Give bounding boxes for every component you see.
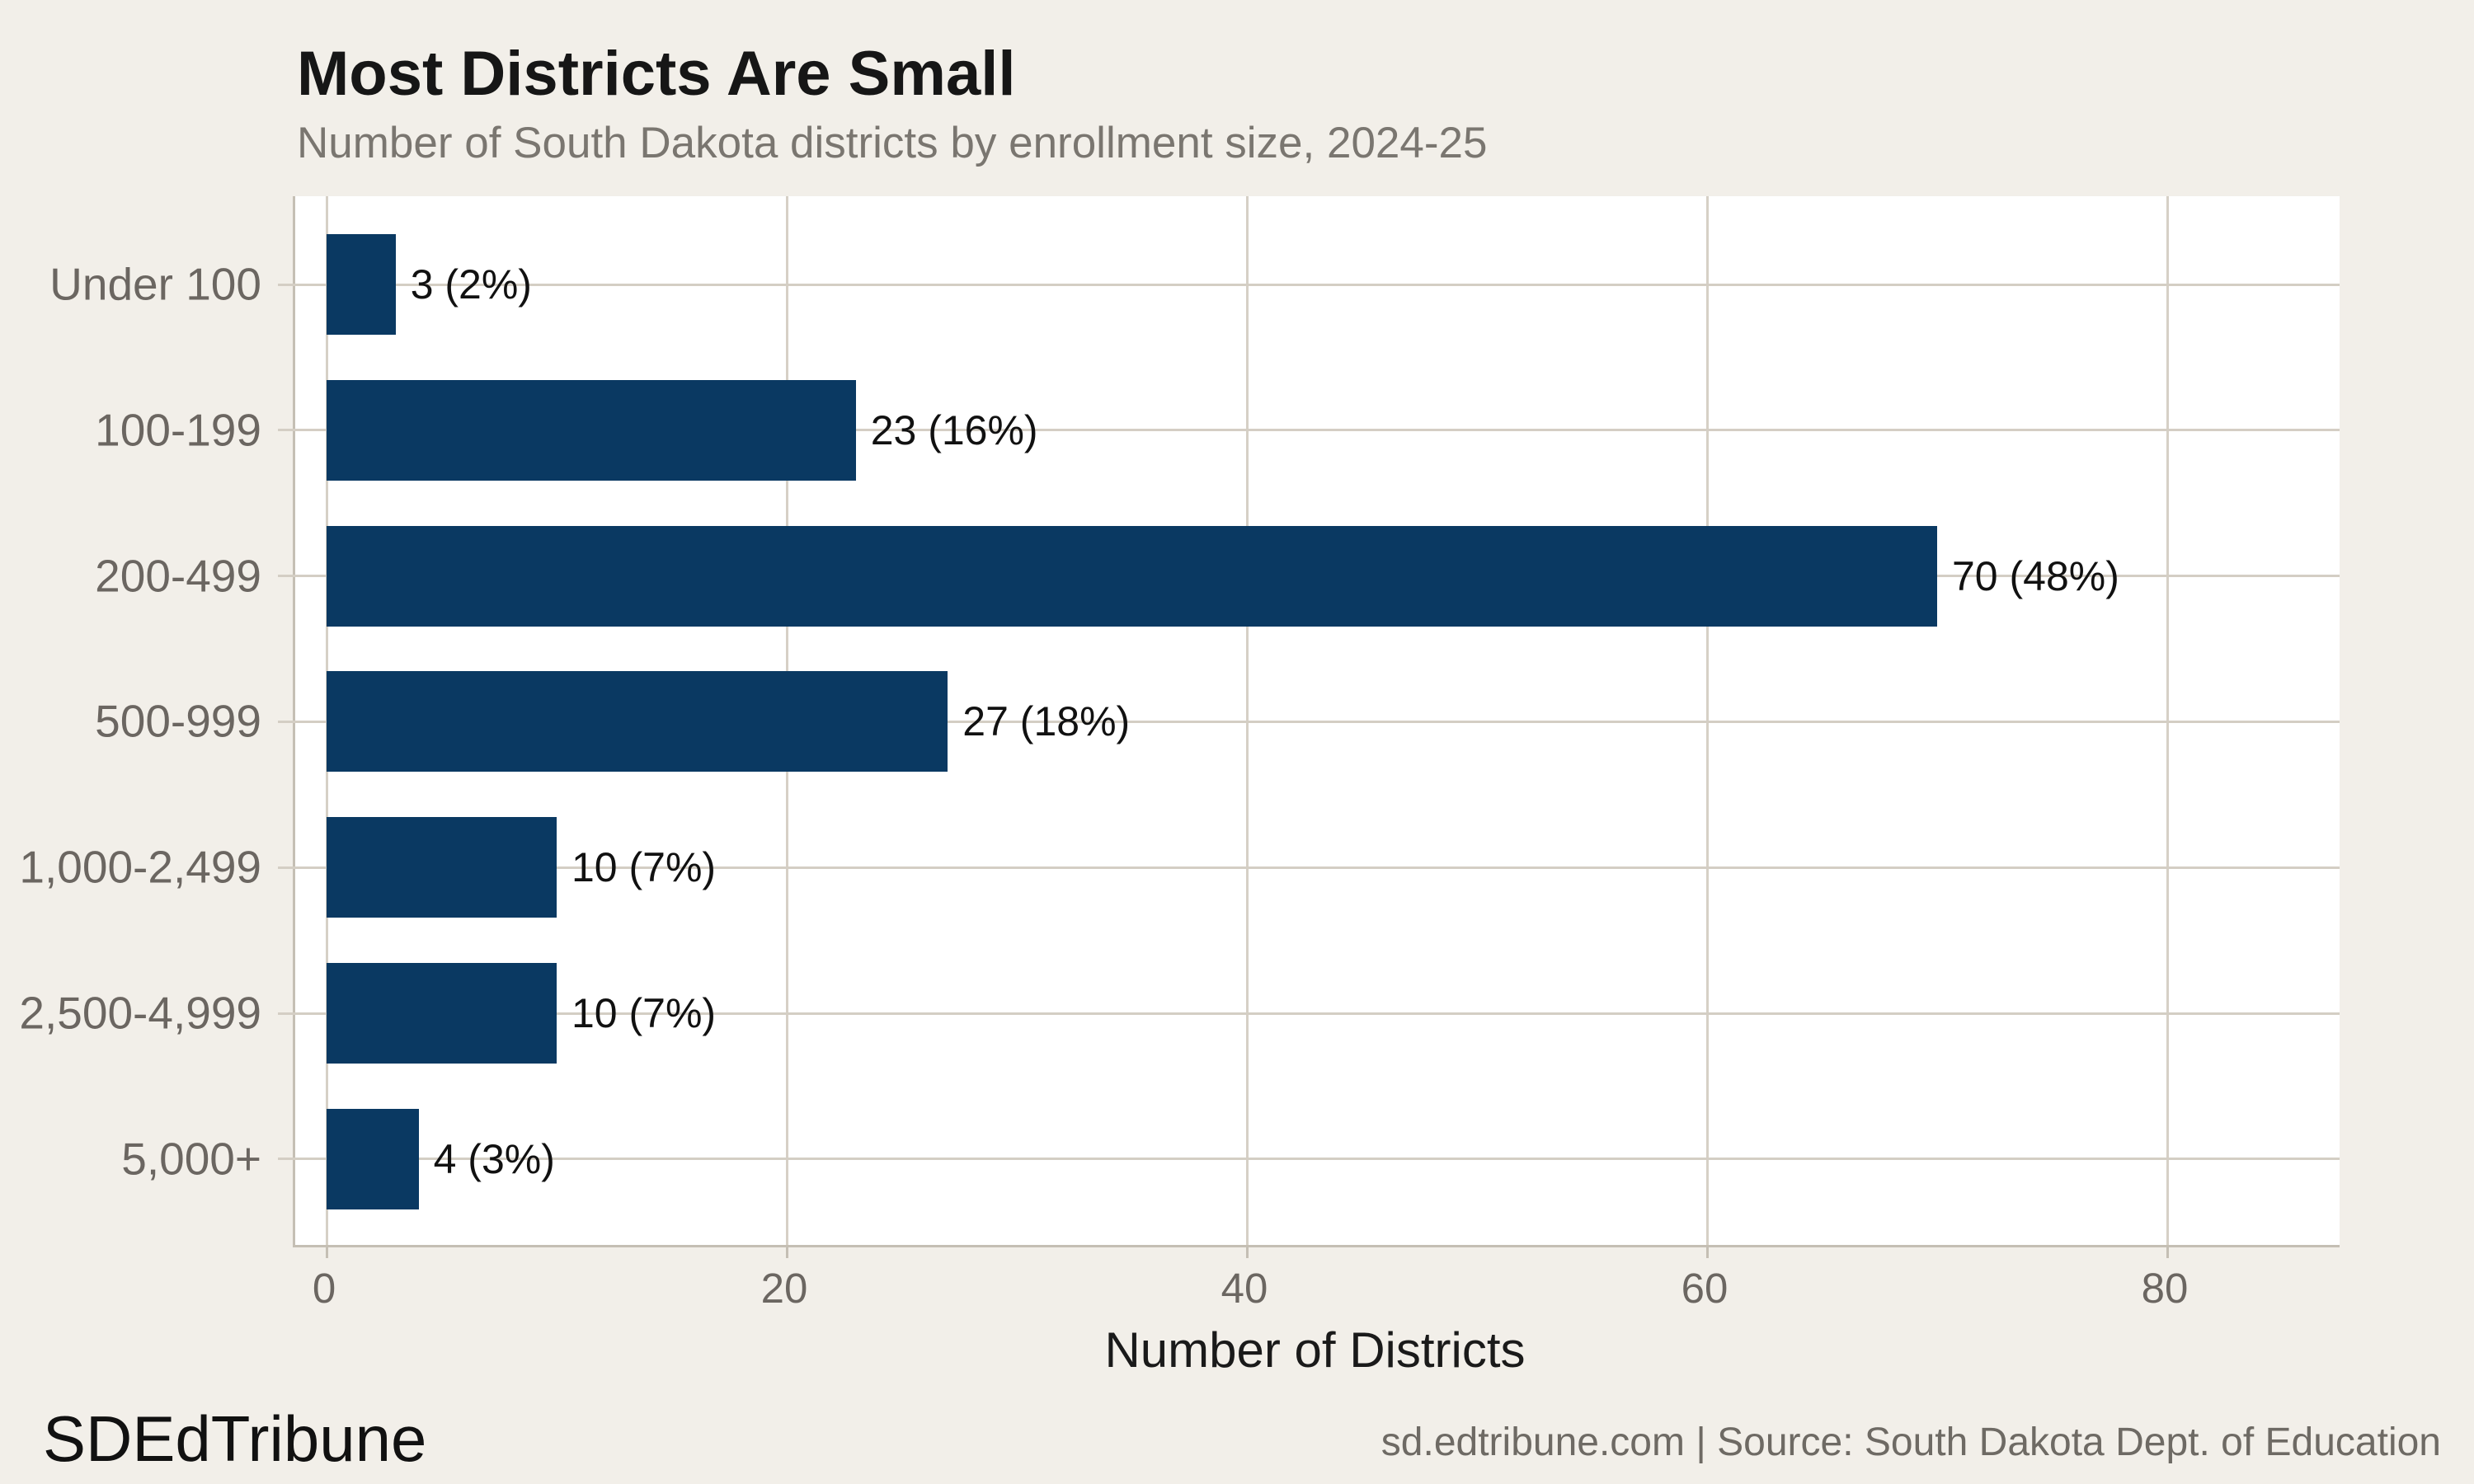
bar-2,500-4,999 [327,963,557,1064]
category-label: 500-999 [95,695,261,747]
bar-value-label: 27 (18%) [962,698,1131,745]
x-tick-label: 60 [1681,1265,1729,1312]
bar-200-499 [327,525,1937,627]
x-tick-mark [2166,1245,2169,1258]
chart-title: Most Districts Are Small [297,39,1016,109]
y-gridline [278,429,2340,432]
x-tick-mark [785,1245,788,1258]
bar-100-199 [327,379,856,481]
x-tick-mark [1705,1245,1709,1258]
x-axis-tick-labels: 0 20 40 60 80 [293,1247,2337,1313]
category-label: 100-199 [95,404,261,456]
bar-value-label: 10 (7%) [571,844,717,891]
bar-value-label: 10 (7%) [571,990,717,1036]
bar-1,000-2,499 [327,817,557,918]
y-gridline [278,1158,2340,1161]
chart-subtitle: Number of South Dakota districts by enro… [297,119,1488,167]
y-gridline [278,283,2340,286]
y-axis-labels: Under 100 100-199 200-499 500-999 1,000-2,49… [0,196,261,1245]
x-tick-label: 20 [760,1265,808,1312]
category-label: 1,000-2,499 [19,841,261,893]
category-label: 200-499 [95,550,261,602]
source-attribution: sd.edtribune.com | Source: South Dakota … [1380,1421,2441,1464]
bar-value-label: 3 (2%) [410,261,532,308]
category-label: Under 100 [49,258,261,310]
x-tick-mark [325,1245,328,1258]
bar-5,000+ [327,1108,419,1209]
x-tick-label: 0 [312,1265,336,1312]
plot-area: 3 (2%) 23 (16%) 70 (48%) 27 (18%) 10 (7%) 10 … [278,196,2340,1258]
x-tick-label: 80 [2141,1265,2189,1312]
publisher-wordmark: SDEdTribune [43,1402,427,1475]
y-gridline [278,866,2340,869]
bar-500-999 [327,671,948,773]
bar-value-label: 70 (48%) [1952,552,2119,599]
y-gridline [278,720,2340,723]
category-label: 2,500-4,999 [19,987,261,1039]
x-tick-mark [1245,1245,1249,1258]
bar-value-label: 23 (16%) [870,406,1038,453]
x-tick-label: 40 [1221,1265,1268,1312]
category-label: 5,000+ [121,1133,261,1185]
x-axis-title: Number of Districts [1104,1322,1526,1378]
y-gridline [278,1012,2340,1015]
bar-Under 100 [327,234,396,335]
bar-value-label: 4 (3%) [433,1135,555,1182]
